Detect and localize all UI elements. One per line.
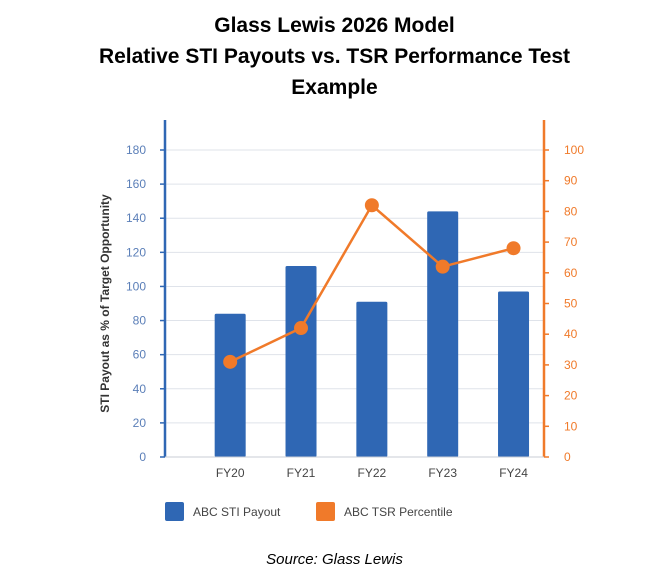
left-tick-label: 180 (126, 143, 146, 157)
left-tick-label: 120 (126, 245, 146, 259)
x-tick-label: FY21 (287, 466, 316, 480)
right-tick-label: 60 (564, 266, 578, 280)
bar-FY22 (356, 301, 388, 457)
source-note: Source: Glass Lewis (266, 551, 403, 568)
chart-title-line-2: Relative STI Payouts vs. TSR Performance… (98, 45, 571, 68)
right-tick-label: 90 (564, 174, 578, 188)
right-tick-label: 100 (564, 143, 584, 157)
x-tick-label: FY24 (499, 466, 528, 480)
legend-label-tsr: ABC TSR Percentile (344, 505, 453, 519)
right-tick-label: 80 (564, 204, 578, 218)
legend-swatch-tsr (316, 502, 335, 521)
tsr-point-FY21 (294, 321, 309, 336)
legend-swatch-sti (165, 502, 184, 521)
right-tick-label: 10 (564, 419, 578, 433)
bar-FY24 (498, 291, 530, 457)
tsr-point-FY20 (223, 354, 238, 369)
chart: 0 20 40 60 80 100 120 140 160 180 0 10 20 30 40 50 60 70 8… (98, 120, 584, 521)
y-axis-label: STI Payout as % of Target Opportunity (98, 194, 112, 413)
right-tick-label: 70 (564, 235, 578, 249)
tsr-point-FY24 (506, 241, 521, 256)
right-tick-label: 30 (564, 358, 578, 372)
left-tick-label: 20 (133, 416, 147, 430)
left-tick-label: 40 (133, 382, 147, 396)
bar-FY23 (427, 211, 459, 457)
bar-FY20 (214, 313, 246, 457)
right-tick-label: 0 (564, 450, 571, 464)
right-tick-label: 50 (564, 297, 578, 311)
left-tick-label: 160 (126, 177, 146, 191)
x-tick-label: FY22 (358, 466, 387, 480)
right-tick-label: 40 (564, 327, 578, 341)
left-tick-label: 100 (126, 279, 146, 293)
left-tick-label: 0 (139, 450, 146, 464)
tsr-point-FY23 (435, 259, 450, 274)
tsr-point-FY22 (364, 198, 379, 213)
left-tick-label: 60 (133, 348, 147, 362)
legend-label-sti: ABC STI Payout (193, 505, 281, 519)
left-tick-label: 80 (133, 314, 147, 328)
x-tick-label: FY20 (216, 466, 245, 480)
right-tick-label: 20 (564, 389, 578, 403)
left-tick-label: 140 (126, 211, 146, 225)
x-tick-label: FY23 (428, 466, 457, 480)
chart-title-line-3: Example (291, 76, 378, 99)
chart-title-line-1: Glass Lewis 2026 Model (214, 14, 455, 37)
bar-FY21 (285, 265, 317, 457)
